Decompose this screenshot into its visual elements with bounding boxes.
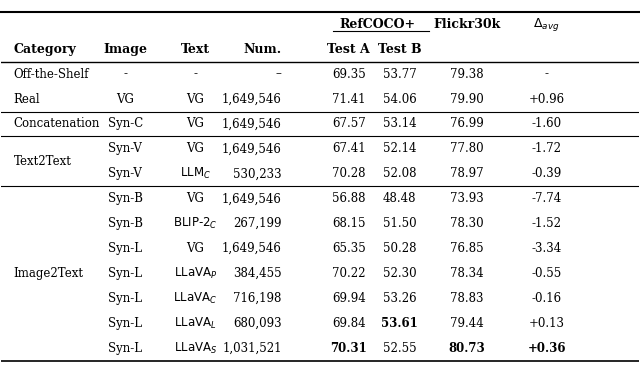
Text: VG: VG [186, 242, 204, 255]
Text: Num.: Num. [244, 43, 282, 56]
Text: 79.38: 79.38 [450, 68, 484, 80]
Text: Syn-B: Syn-B [108, 217, 143, 230]
Text: 73.93: 73.93 [450, 192, 484, 205]
Text: 384,455: 384,455 [233, 267, 282, 280]
Text: -1.60: -1.60 [532, 117, 562, 131]
Text: Flickr30k: Flickr30k [433, 18, 500, 31]
Text: VG: VG [186, 192, 204, 205]
Text: $\mathrm{LLM}_C$: $\mathrm{LLM}_C$ [180, 166, 211, 182]
Text: 68.15: 68.15 [332, 217, 365, 230]
Text: 1,649,546: 1,649,546 [222, 242, 282, 255]
Text: -0.39: -0.39 [532, 168, 562, 180]
Text: -: - [124, 68, 127, 80]
Text: 78.34: 78.34 [450, 267, 484, 280]
Text: VG: VG [116, 93, 134, 106]
Text: 80.73: 80.73 [449, 342, 485, 355]
Text: 52.08: 52.08 [383, 168, 417, 180]
Text: $\mathrm{LLaVA}_L$: $\mathrm{LLaVA}_L$ [174, 316, 217, 331]
Text: Syn-L: Syn-L [108, 342, 142, 355]
Text: 48.48: 48.48 [383, 192, 417, 205]
Text: 53.77: 53.77 [383, 68, 417, 80]
Text: 78.30: 78.30 [450, 217, 484, 230]
Text: 69.35: 69.35 [332, 68, 365, 80]
Text: 1,649,546: 1,649,546 [222, 142, 282, 155]
Text: 51.50: 51.50 [383, 217, 417, 230]
Text: 530,233: 530,233 [233, 168, 282, 180]
Text: 1,649,546: 1,649,546 [222, 117, 282, 131]
Text: -7.74: -7.74 [532, 192, 562, 205]
Text: Image: Image [103, 43, 147, 56]
Text: 70.31: 70.31 [330, 342, 367, 355]
Text: 680,093: 680,093 [233, 317, 282, 330]
Text: Syn-B: Syn-B [108, 192, 143, 205]
Text: Syn-V: Syn-V [108, 142, 142, 155]
Text: 67.57: 67.57 [332, 117, 365, 131]
Text: –: – [276, 68, 282, 80]
Text: +0.36: +0.36 [527, 342, 566, 355]
Text: -: - [545, 68, 548, 80]
Text: $\mathrm{LLaVA}_C$: $\mathrm{LLaVA}_C$ [173, 291, 218, 306]
Text: 53.61: 53.61 [381, 317, 418, 330]
Text: 69.84: 69.84 [332, 317, 365, 330]
Text: Text: Text [181, 43, 210, 56]
Text: Syn-L: Syn-L [108, 292, 142, 305]
Text: 70.22: 70.22 [332, 267, 365, 280]
Text: Test A: Test A [328, 43, 370, 56]
Text: 53.14: 53.14 [383, 117, 417, 131]
Text: -0.55: -0.55 [532, 267, 562, 280]
Text: 79.90: 79.90 [450, 93, 484, 106]
Text: +0.96: +0.96 [529, 93, 564, 106]
Text: 69.94: 69.94 [332, 292, 365, 305]
Text: 50.28: 50.28 [383, 242, 417, 255]
Text: -: - [193, 68, 198, 80]
Text: -1.72: -1.72 [532, 142, 562, 155]
Text: 67.41: 67.41 [332, 142, 365, 155]
Text: -3.34: -3.34 [532, 242, 562, 255]
Text: Real: Real [13, 93, 40, 106]
Text: 52.14: 52.14 [383, 142, 417, 155]
Text: 54.06: 54.06 [383, 93, 417, 106]
Text: 79.44: 79.44 [450, 317, 484, 330]
Text: 78.97: 78.97 [450, 168, 484, 180]
Text: 77.80: 77.80 [450, 142, 484, 155]
Text: Test B: Test B [378, 43, 422, 56]
Text: 1,031,521: 1,031,521 [222, 342, 282, 355]
Text: 52.55: 52.55 [383, 342, 417, 355]
Text: $\Delta_{avg}$: $\Delta_{avg}$ [534, 16, 560, 33]
Text: 76.85: 76.85 [450, 242, 484, 255]
Text: Category: Category [13, 43, 76, 56]
Text: Off-the-Shelf: Off-the-Shelf [13, 68, 89, 80]
Text: Text2Text: Text2Text [13, 155, 71, 168]
Text: Syn-C: Syn-C [108, 117, 143, 131]
Text: $\mathrm{LLaVA}_P$: $\mathrm{LLaVA}_P$ [173, 266, 217, 281]
Text: 70.28: 70.28 [332, 168, 365, 180]
Text: VG: VG [186, 117, 204, 131]
Text: VG: VG [186, 93, 204, 106]
Text: Syn-V: Syn-V [108, 168, 142, 180]
Text: Syn-L: Syn-L [108, 267, 142, 280]
Text: 65.35: 65.35 [332, 242, 365, 255]
Text: 53.26: 53.26 [383, 292, 417, 305]
Text: Syn-L: Syn-L [108, 242, 142, 255]
Text: 716,198: 716,198 [234, 292, 282, 305]
Text: +0.13: +0.13 [529, 317, 564, 330]
Text: 1,649,546: 1,649,546 [222, 192, 282, 205]
Text: 78.83: 78.83 [450, 292, 484, 305]
Text: -1.52: -1.52 [532, 217, 562, 230]
Text: Concatenation: Concatenation [13, 117, 100, 131]
Text: $\mathrm{LLaVA}_S$: $\mathrm{LLaVA}_S$ [173, 341, 217, 356]
Text: 71.41: 71.41 [332, 93, 365, 106]
Text: $\mathrm{BLIP\text{-}2}_C$: $\mathrm{BLIP\text{-}2}_C$ [173, 216, 218, 231]
Text: 1,649,546: 1,649,546 [222, 93, 282, 106]
Text: 76.99: 76.99 [450, 117, 484, 131]
Text: -0.16: -0.16 [532, 292, 562, 305]
Text: Image2Text: Image2Text [13, 267, 83, 280]
Text: RefCOCO+: RefCOCO+ [339, 18, 415, 31]
Text: 267,199: 267,199 [233, 217, 282, 230]
Text: 56.88: 56.88 [332, 192, 365, 205]
Text: Syn-L: Syn-L [108, 317, 142, 330]
Text: VG: VG [186, 142, 204, 155]
Text: 52.30: 52.30 [383, 267, 417, 280]
